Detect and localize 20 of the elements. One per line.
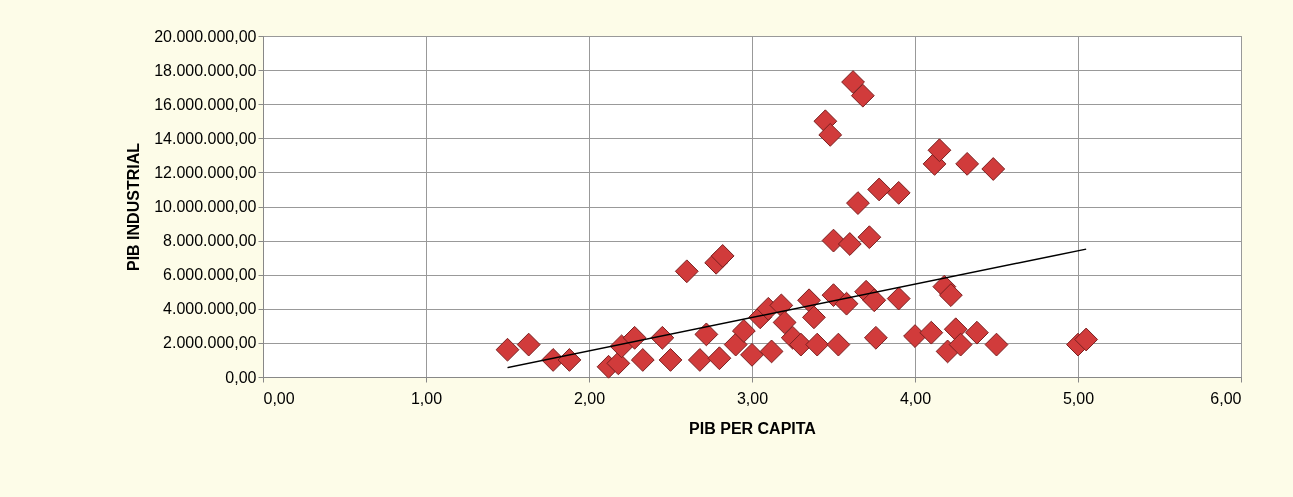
x-tick-label: 5,00 — [1062, 389, 1095, 407]
y-tick-label: 2.000.000,00 — [163, 334, 257, 352]
x-axis-title: PIB PER CAPITA — [689, 419, 817, 437]
x-tick-label: 1,00 — [410, 389, 443, 407]
y-tick-label: 10.000.000,00 — [154, 198, 257, 215]
y-tick-label: 12.000.000,00 — [154, 163, 257, 181]
x-tick-label: 3,00 — [736, 389, 769, 407]
x-tick-label: 6,00 — [1210, 389, 1242, 407]
y-tick-label: 4.000.000,00 — [163, 300, 257, 318]
y-tick-label: 16.000.000,00 — [154, 95, 257, 113]
y-tick-label: 18.000.000,00 — [154, 61, 257, 79]
y-axis-title: PIB INDUSTRIAL — [125, 142, 143, 271]
y-tick-label: 6.000.000,00 — [163, 266, 257, 284]
x-tick-label: 0,00 — [263, 389, 295, 407]
x-tick-label: 4,00 — [899, 389, 932, 407]
y-tick-label: 8.000.000,00 — [163, 232, 257, 250]
y-tick-label: 0,00 — [225, 368, 257, 386]
y-tick-label: 14.000.000,00 — [154, 129, 257, 147]
y-tick-label: 20.000.000,00 — [154, 27, 257, 45]
x-tick-label: 2,00 — [573, 389, 606, 407]
